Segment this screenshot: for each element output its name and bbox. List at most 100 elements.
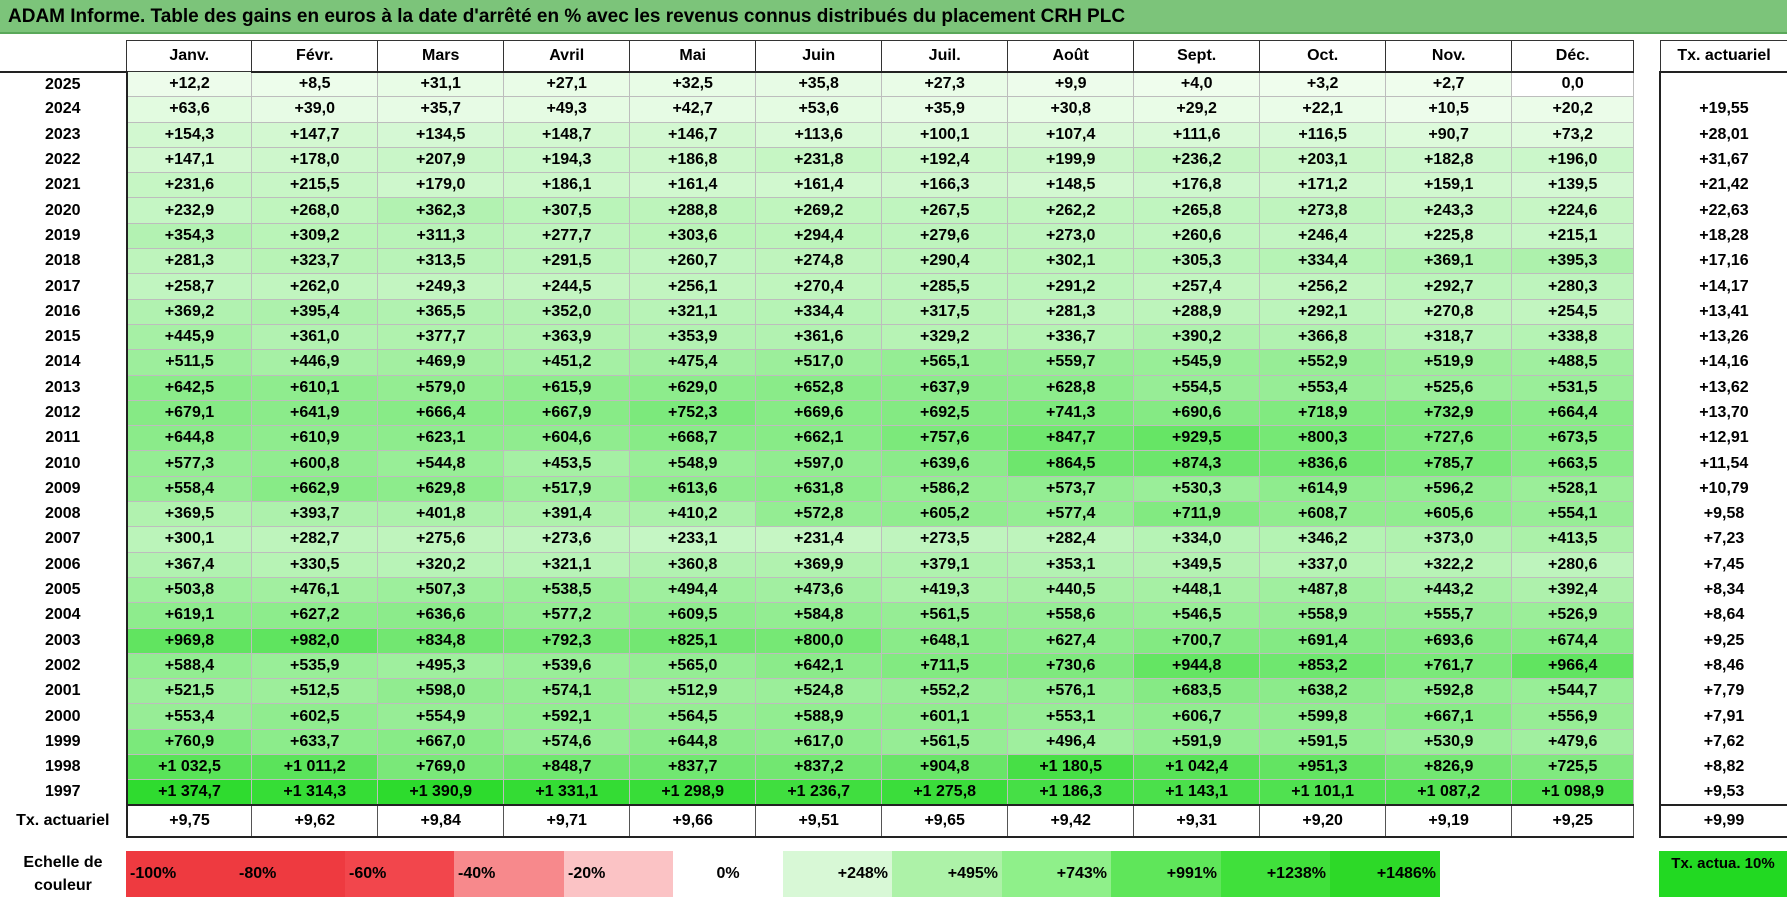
gain-cell: +277,7	[503, 222, 630, 250]
gain-cell: +186,1	[503, 172, 630, 199]
gain-cell: +469,9	[376, 349, 505, 376]
gain-cell: +148,5	[1007, 172, 1134, 199]
table-row: 1999 +760,9 +633,7 +667,0 +574,6 +644,8 +617,0…	[0, 728, 1634, 756]
gain-cell: +627,2	[251, 602, 378, 629]
gain-cell: +282,7	[251, 526, 378, 553]
month-header: Janv.	[125, 40, 253, 72]
gain-cell: +107,4	[1007, 121, 1134, 148]
gain-cell: +22,1	[1259, 96, 1386, 123]
gain-cell: +577,2	[503, 602, 630, 629]
gains-table: Janv. Févr. Mars Avril Mai Juin Juil. Août Sept.…	[0, 40, 1634, 839]
gain-cell: +273,5	[880, 526, 1009, 553]
year-label: 2005	[0, 577, 128, 603]
legend-swatch: +743%	[1002, 851, 1111, 897]
rate-cell: +7,79	[1659, 678, 1787, 704]
gain-cell: +369,9	[755, 551, 882, 578]
gain-cell: +666,4	[376, 399, 505, 427]
rate-cell: +31,67	[1659, 147, 1787, 173]
gain-cell: +512,9	[628, 678, 757, 705]
rate-cell: +13,26	[1659, 324, 1787, 350]
gain-cell: +633,7	[251, 728, 378, 756]
legend-rate-cell: Tx. actua. 10%	[1659, 851, 1787, 897]
gain-cell: +732,9	[1384, 399, 1513, 427]
gain-cell: +290,4	[880, 248, 1009, 275]
gain-cell: +63,6	[125, 96, 253, 123]
footer-rate: +9,99	[1659, 804, 1787, 839]
gain-cell: +309,2	[251, 222, 378, 250]
year-label: 2008	[0, 501, 128, 527]
gain-cell: +285,5	[880, 273, 1009, 300]
gain-cell: +323,7	[251, 248, 378, 275]
gain-cell: +313,5	[376, 248, 505, 275]
gain-cell: +369,1	[1384, 248, 1513, 275]
gain-cell: +362,3	[376, 197, 505, 224]
gain-cell: +1 331,1	[503, 779, 630, 806]
gain-cell: +700,7	[1132, 627, 1261, 654]
gain-cell: +606,7	[1132, 703, 1261, 730]
gain-cell: +591,9	[1132, 728, 1261, 756]
legend-swatch: +1238%	[1221, 851, 1330, 897]
color-scale-legend: Echelle de couleur -100% -80% -60% -40% -20%…	[0, 848, 1787, 902]
year-label: 2018	[0, 248, 128, 274]
gain-cell: +553,1	[1007, 703, 1134, 730]
gain-cell: +479,6	[1511, 728, 1634, 756]
gain-cell: +39,0	[251, 96, 378, 123]
gain-cell: +531,5	[1511, 374, 1634, 401]
table-row: 2019 +354,3 +309,2 +311,3 +277,7 +303,6 +294,4…	[0, 222, 1634, 250]
footer-row: Tx. actuariel +9,75 +9,62 +9,84 +9,71 +9,66 +…	[0, 804, 1634, 839]
year-label: 2003	[0, 628, 128, 654]
gain-cell: +599,8	[1259, 703, 1386, 730]
gain-cell: +4,0	[1132, 70, 1261, 98]
table-row: 2016 +369,2 +395,4 +365,5 +352,0 +321,1 +334,4…	[0, 298, 1634, 325]
gain-cell: +642,5	[125, 374, 253, 401]
rate-cell: +13,41	[1659, 299, 1787, 325]
gain-cell: +524,8	[755, 678, 882, 705]
gain-cell: +673,5	[1511, 425, 1634, 452]
table-row: 2017 +258,7 +262,0 +249,3 +244,5 +256,1 +270,4…	[0, 273, 1634, 300]
gain-cell: +592,8	[1384, 678, 1513, 705]
gain-cell: +361,0	[251, 323, 378, 351]
legend-swatch: +1486%	[1330, 851, 1440, 897]
gain-cell: +12,2	[125, 70, 253, 98]
gain-cell: +488,5	[1511, 349, 1634, 376]
gain-cell: +360,8	[628, 551, 757, 578]
gains-table-body: 2025 +12,2 +8,5 +31,1 +27,1 +32,5 +35,8 +27,3 +9…	[0, 70, 1634, 806]
gain-cell: +667,0	[376, 728, 505, 756]
gain-cell: +302,1	[1007, 248, 1134, 275]
gain-cell: +257,4	[1132, 273, 1261, 300]
gain-cell: +166,3	[880, 172, 1009, 199]
gain-cell: +29,2	[1132, 96, 1261, 123]
gain-cell: +186,8	[628, 146, 757, 174]
year-label: 2022	[0, 147, 128, 173]
table-row: 2007 +300,1 +282,7 +275,6 +273,6 +233,1 +231,4…	[0, 526, 1634, 553]
gain-cell: +836,6	[1259, 450, 1386, 477]
gain-cell: +538,5	[503, 576, 630, 604]
gain-cell: +602,5	[251, 703, 378, 730]
gain-cell: +517,9	[503, 475, 630, 503]
gain-cell: +545,9	[1132, 349, 1261, 376]
rate-cell: +14,16	[1659, 349, 1787, 376]
gain-cell: +320,2	[376, 551, 505, 578]
gain-cell: +146,7	[628, 121, 757, 148]
gain-cell: +837,7	[628, 754, 757, 781]
gain-cell: +390,2	[1132, 323, 1261, 351]
gain-cell: +279,6	[880, 222, 1009, 250]
gain-cell: +273,0	[1007, 222, 1134, 250]
legend-swatch: -20%	[564, 851, 673, 897]
gain-cell: +1 275,8	[880, 779, 1009, 806]
gain-cell: +558,9	[1259, 602, 1386, 629]
gain-cell: +552,2	[880, 678, 1009, 705]
gain-cell: +294,4	[755, 222, 882, 250]
gain-cell: +273,8	[1259, 197, 1386, 224]
gain-cell: +473,6	[755, 576, 882, 604]
year-label: 1999	[0, 729, 128, 755]
gain-cell: +148,7	[503, 121, 630, 148]
rate-cell: +8,46	[1659, 653, 1787, 679]
rate-cell: +8,82	[1659, 754, 1787, 780]
gain-cell: +617,0	[755, 728, 882, 756]
gain-cell: +507,3	[376, 576, 505, 604]
gain-cell: +31,1	[376, 70, 505, 98]
gain-cell: +321,1	[503, 551, 630, 578]
gain-cell: +267,5	[880, 197, 1009, 224]
gain-cell: +30,8	[1007, 96, 1134, 123]
